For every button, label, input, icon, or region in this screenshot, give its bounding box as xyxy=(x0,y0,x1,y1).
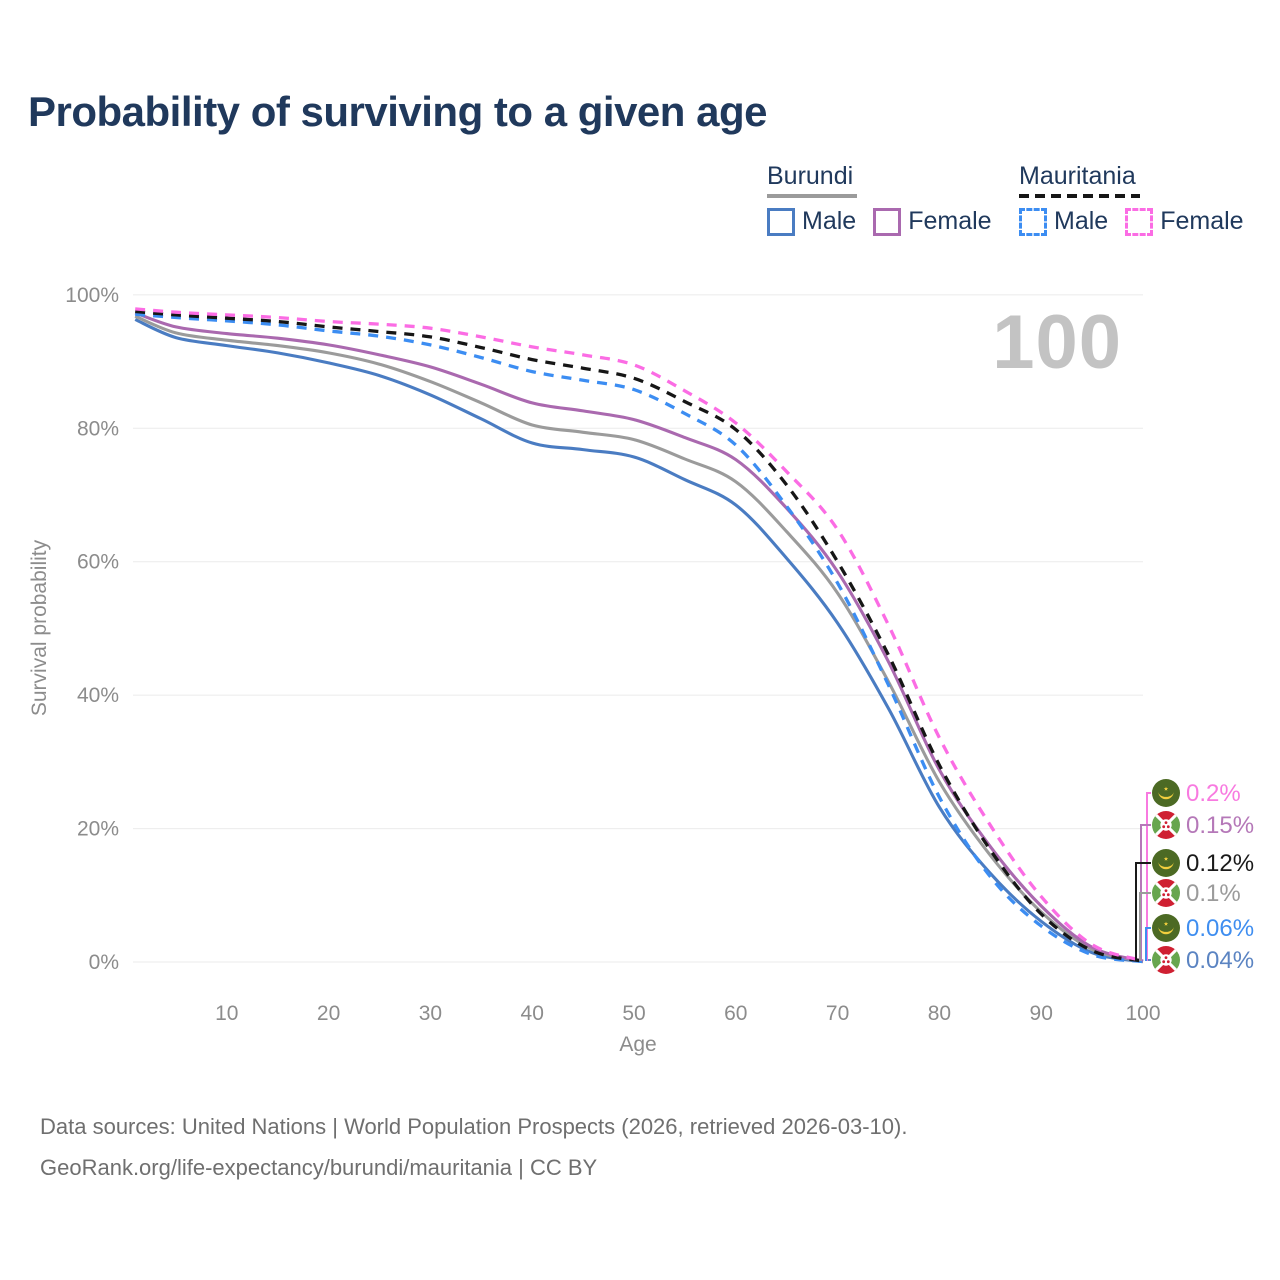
y-tick-label: 60% xyxy=(77,551,119,574)
x-tick-label: 10 xyxy=(215,1002,238,1025)
legend-group-mauritania: Mauritania Male Female xyxy=(1019,162,1244,236)
legend-item-label: Female xyxy=(908,207,992,235)
legend-country-burundi: Burundi xyxy=(767,162,854,190)
series-line-burundi-total xyxy=(134,314,1144,963)
y-axis-title: Survival probability xyxy=(28,539,51,716)
mauritania-flag-icon xyxy=(1152,849,1180,877)
page-title: Probability of surviving to a given age xyxy=(28,88,767,135)
x-tick-label: 100 xyxy=(1125,1002,1160,1025)
x-tick-label: 40 xyxy=(521,1002,544,1025)
y-tick-label: 100% xyxy=(65,284,119,307)
footer-datasource: Data sources: United Nations | World Pop… xyxy=(40,1114,908,1139)
x-tick-label: 70 xyxy=(826,1002,849,1025)
burundi-flag-icon xyxy=(1152,811,1180,839)
mauritania-linestyle-swatch xyxy=(1019,194,1140,198)
end-labels: 0.2% 0.15% 0.12% 0.1% 0.06% 0.04% xyxy=(1135,779,1254,974)
end-label-leader-line xyxy=(1145,927,1151,961)
axis-labels: 0% 20% 40% 60% 80% 100% 10 20 30 40 50 60 70 80 90 100 A… xyxy=(28,284,1161,1056)
series-line-burundi-female xyxy=(134,311,1144,963)
footer-attribution: GeoRank.org/life-expectancy/burundi/maur… xyxy=(40,1155,598,1180)
y-tick-label: 80% xyxy=(77,417,119,440)
burundi-flag-icon xyxy=(1152,946,1180,974)
x-tick-label: 50 xyxy=(622,1002,645,1025)
x-tick-label: 60 xyxy=(724,1002,747,1025)
x-axis-title: Age xyxy=(619,1033,656,1056)
legend-country-mauritania: Mauritania xyxy=(1019,162,1136,190)
end-label-leader-line xyxy=(1148,959,1151,961)
end-label-value: 0.04% xyxy=(1186,947,1254,974)
legend-item-mauritania-male[interactable]: Male xyxy=(1019,207,1108,236)
survival-chart[interactable]: 0% 20% 40% 60% 80% 100% 10 20 30 40 50 60 70 80 90 100 A… xyxy=(0,0,1280,1090)
end-label-value: 0.12% xyxy=(1186,850,1254,877)
end-label-value: 0.2% xyxy=(1186,780,1241,807)
series-lines xyxy=(134,307,1144,964)
watermark-age-100: 100 xyxy=(992,300,1122,385)
burundi-male-swatch xyxy=(767,207,795,236)
legend-item-label: Male xyxy=(802,207,857,235)
x-tick-label: 80 xyxy=(928,1002,951,1025)
burundi-linestyle-swatch xyxy=(767,194,858,198)
legend: Burundi Male Female Mauritania Male xyxy=(0,162,1280,242)
legend-item-mauritania-female[interactable]: Female xyxy=(1125,207,1244,236)
y-tick-label: 20% xyxy=(77,818,119,841)
y-tick-label: 0% xyxy=(89,951,119,974)
legend-item-label: Female xyxy=(1160,207,1244,235)
burundi-flag-icon xyxy=(1152,879,1180,907)
series-line-mauritania-male xyxy=(135,312,1144,964)
legend-item-burundi-female[interactable]: Female xyxy=(873,207,992,236)
legend-item-burundi-male[interactable]: Male xyxy=(767,207,856,236)
mauritania-flag-icon xyxy=(1152,914,1180,942)
mauritania-flag-icon xyxy=(1152,779,1180,807)
x-tick-label: 30 xyxy=(419,1002,442,1025)
footer: Data sources: United Nations | World Pop… xyxy=(40,1106,907,1188)
series-line-mauritania-female xyxy=(135,307,1144,963)
end-label-value: 0.1% xyxy=(1186,880,1241,907)
legend-item-label: Male xyxy=(1054,207,1109,235)
legend-group-burundi: Burundi Male Female xyxy=(767,162,992,236)
series-line-mauritania-total xyxy=(135,309,1144,963)
y-tick-label: 40% xyxy=(77,684,119,707)
mauritania-male-swatch xyxy=(1019,207,1047,236)
series-line-burundi-male xyxy=(134,318,1144,964)
end-label-leader-line xyxy=(1135,862,1151,961)
x-tick-label: 20 xyxy=(317,1002,340,1025)
end-label-value: 0.15% xyxy=(1186,812,1254,839)
burundi-female-swatch xyxy=(873,207,902,236)
end-label-leader-line xyxy=(1139,892,1151,961)
end-label-leader-line xyxy=(1146,792,1151,961)
x-tick-label: 90 xyxy=(1030,1002,1053,1025)
end-label-value: 0.06% xyxy=(1186,915,1254,942)
gridlines xyxy=(133,294,1143,963)
mauritania-female-swatch xyxy=(1125,207,1154,236)
